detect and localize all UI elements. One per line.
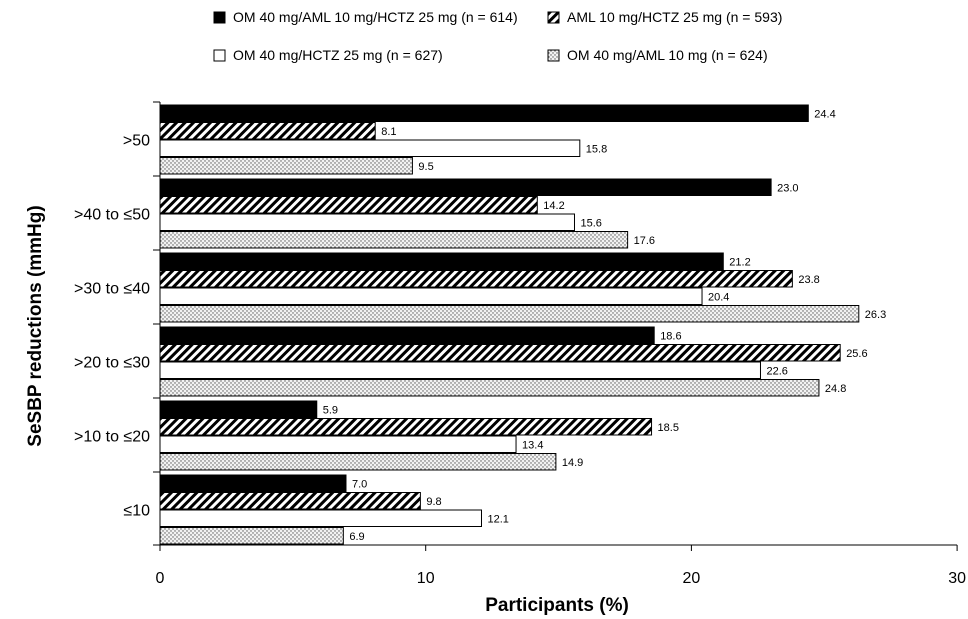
plot-area: 24.4 8.1 15.8 9.5 >50 23.0 14.2 15.6 17.6 >40 to …	[74, 101, 966, 587]
data-label: 5.9	[323, 404, 338, 416]
bar	[159, 157, 413, 175]
data-label: 17.6	[634, 235, 655, 247]
y-axis-title: SeSBP reductions (mmHg)	[25, 205, 46, 446]
legend-label: OM 40 mg/AML 10 mg (n = 624)	[567, 47, 768, 63]
data-label: 24.8	[825, 383, 846, 395]
bar	[159, 361, 761, 379]
bar	[159, 305, 860, 323]
data-label: 23.8	[798, 274, 819, 286]
y-tick-label: >40 to ≤50	[74, 207, 150, 224]
bar	[159, 418, 653, 436]
data-label: 14.2	[543, 200, 564, 212]
legend-swatch	[213, 49, 226, 62]
data-label: 22.6	[766, 365, 787, 377]
data-label: 9.8	[426, 496, 441, 508]
data-label: 15.6	[580, 217, 601, 229]
data-label: 6.9	[349, 531, 364, 543]
data-label: 13.4	[522, 439, 543, 451]
legend: OM 40 mg/AML 10 mg/HCTZ 25 mg (n = 614) A…	[213, 9, 782, 63]
y-tick-label: ≤10	[123, 503, 150, 520]
bar	[159, 344, 841, 362]
data-label: 20.4	[708, 291, 729, 303]
bar	[159, 122, 376, 140]
data-label: 7.0	[352, 478, 367, 490]
data-label: 12.1	[487, 513, 508, 525]
data-label: 9.5	[418, 161, 433, 173]
bar	[159, 139, 581, 157]
y-tick-label: >50	[123, 133, 150, 150]
bar	[159, 196, 538, 214]
legend-swatch	[547, 49, 560, 62]
y-tick-label: >20 to ≤30	[74, 355, 150, 372]
data-label: 24.4	[814, 108, 835, 120]
bar	[159, 509, 482, 527]
y-tick-label: >30 to ≤40	[74, 281, 150, 298]
bar	[159, 379, 820, 397]
bar	[159, 252, 724, 270]
bar	[159, 231, 629, 249]
y-tick-label: >10 to ≤20	[74, 429, 150, 446]
data-label: 23.0	[777, 182, 798, 194]
data-label: 26.3	[865, 309, 886, 321]
bar	[159, 527, 344, 545]
data-label: 18.6	[660, 330, 681, 342]
legend-label: OM 40 mg/HCTZ 25 mg (n = 627)	[233, 47, 443, 63]
data-label: 15.8	[586, 143, 607, 155]
x-axis-title: Participants (%)	[485, 595, 629, 616]
data-label: 21.2	[729, 256, 750, 268]
bar	[159, 213, 575, 231]
legend-label: AML 10 mg/HCTZ 25 mg (n = 593)	[567, 9, 782, 25]
x-tick-label: 30	[948, 570, 966, 587]
bar	[159, 435, 517, 453]
bar	[159, 104, 809, 122]
x-tick-label: 20	[683, 570, 701, 587]
x-tick-label: 10	[417, 570, 435, 587]
data-label: 14.9	[562, 457, 583, 469]
bar	[159, 492, 421, 510]
data-label: 8.1	[381, 126, 396, 138]
bar	[159, 474, 347, 492]
bar	[159, 326, 655, 344]
legend-swatch	[547, 11, 560, 24]
bar	[159, 178, 772, 196]
bar	[159, 453, 557, 471]
x-tick-label: 0	[156, 570, 165, 587]
bar	[159, 287, 703, 305]
bar	[159, 270, 793, 288]
data-label: 25.6	[846, 348, 867, 360]
data-label: 18.5	[658, 422, 679, 434]
legend-label: OM 40 mg/AML 10 mg/HCTZ 25 mg (n = 614)	[233, 9, 518, 25]
bar	[159, 400, 318, 418]
legend-swatch	[213, 11, 226, 24]
